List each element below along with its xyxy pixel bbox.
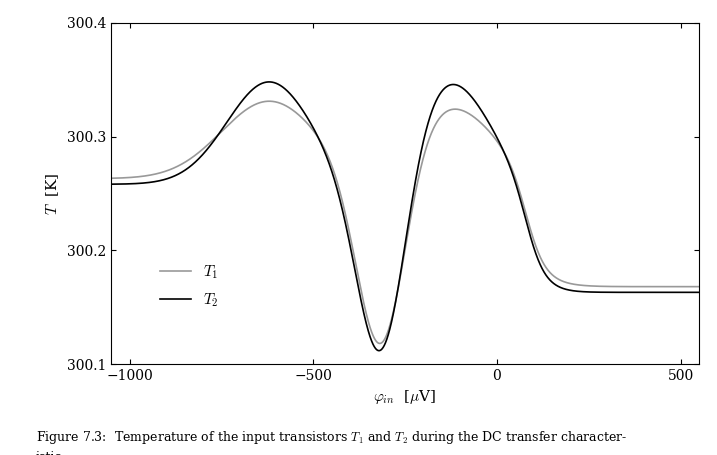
$T_2$ bbox=[114, 182, 123, 187]
$T_1$ bbox=[114, 175, 123, 181]
Line: $T_2$: $T_2$ bbox=[92, 82, 717, 351]
Legend: $T_1$, $T_2$: $T_1$, $T_2$ bbox=[154, 257, 224, 315]
$T_2$ bbox=[265, 79, 273, 85]
$T_1$ bbox=[265, 98, 273, 104]
Text: Figure 7.3:  Temperature of the input transistors $T_1$ and $T_2$ during the DC : Figure 7.3: Temperature of the input tra… bbox=[36, 429, 627, 446]
X-axis label: $\varphi_{in}$  [$\mu$V]: $\varphi_{in}$ [$\mu$V] bbox=[374, 389, 437, 406]
$T_2$ bbox=[680, 289, 689, 295]
$T_1$ bbox=[713, 284, 717, 289]
$T_2$ bbox=[88, 182, 97, 187]
$T_1$ bbox=[88, 176, 97, 181]
$T_1$ bbox=[680, 284, 689, 289]
$T_1$ bbox=[125, 175, 134, 180]
$T_1$ bbox=[394, 285, 402, 290]
$T_2$ bbox=[211, 136, 219, 142]
$T_2$ bbox=[713, 289, 717, 295]
Y-axis label: $T$  [K]: $T$ [K] bbox=[44, 172, 62, 215]
$T_2$ bbox=[394, 284, 402, 290]
$T_1$ bbox=[376, 341, 384, 346]
$T_2$ bbox=[375, 348, 384, 354]
$T_1$ bbox=[211, 135, 219, 141]
$T_2$ bbox=[125, 181, 134, 187]
$T_1$ bbox=[91, 176, 100, 181]
$T_2$ bbox=[91, 182, 100, 187]
Text: istic.: istic. bbox=[36, 451, 66, 455]
Line: $T_1$: $T_1$ bbox=[92, 101, 717, 344]
